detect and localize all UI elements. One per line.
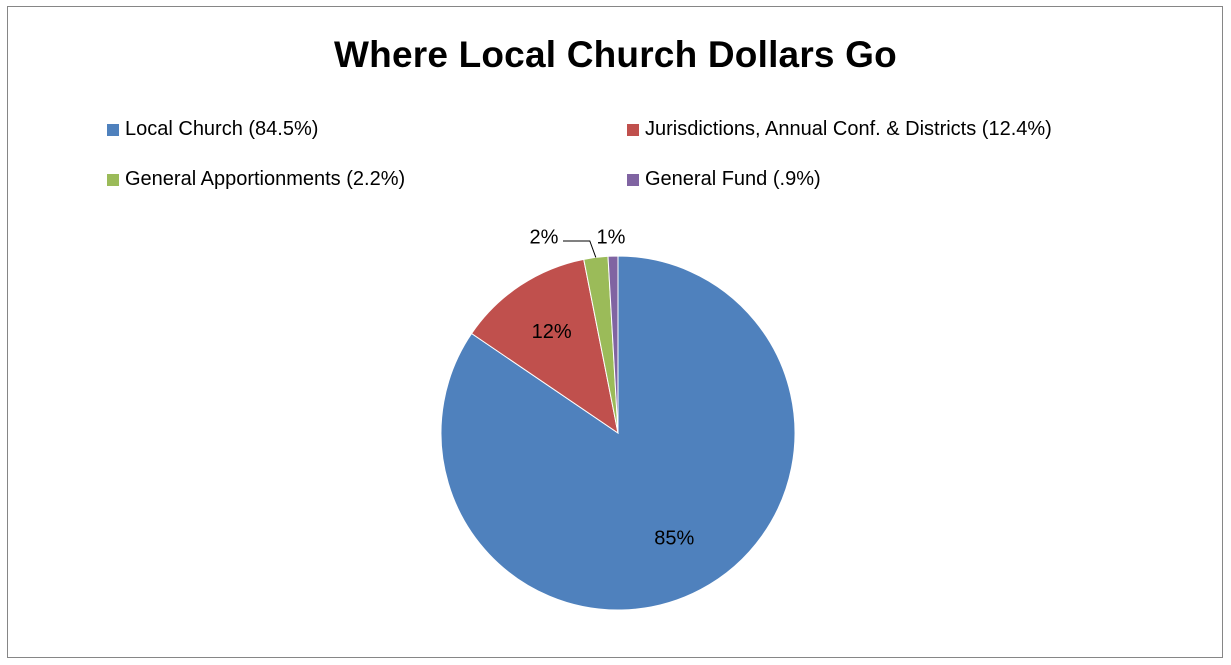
legend-swatch — [107, 123, 119, 136]
leader-line — [563, 240, 597, 258]
legend-swatch — [107, 173, 119, 186]
data-label-jurisdictions: 12% — [532, 321, 572, 343]
data-label-general-fund: 1% — [597, 226, 626, 248]
chart-title: Where Local Church Dollars Go — [334, 34, 897, 75]
legend-item-local-church: Local Church (84.5%) — [107, 118, 318, 141]
legend-swatch — [627, 123, 639, 136]
legend-swatch — [627, 173, 639, 186]
slice-jurisdictions — [470, 258, 619, 435]
legend-label: Local Church (84.5%) — [125, 118, 319, 140]
data-label-local-church: 85% — [654, 528, 694, 550]
legend-label: General Fund (.9%) — [645, 168, 821, 190]
slice-general-fund — [607, 255, 619, 434]
legend-label: Jurisdictions, Annual Conf. & Districts … — [645, 118, 1052, 140]
legend-label: General Apportionments (2.2%) — [125, 168, 406, 190]
legend-item-general-fund: General Fund (.9%) — [627, 168, 821, 191]
legend-item-jurisdictions: Jurisdictions, Annual Conf. & Districts … — [627, 118, 1052, 141]
legend-item-general-apportionments: General Apportionments (2.2%) — [107, 168, 405, 191]
data-label-general-apportionments: 2% — [530, 226, 559, 248]
